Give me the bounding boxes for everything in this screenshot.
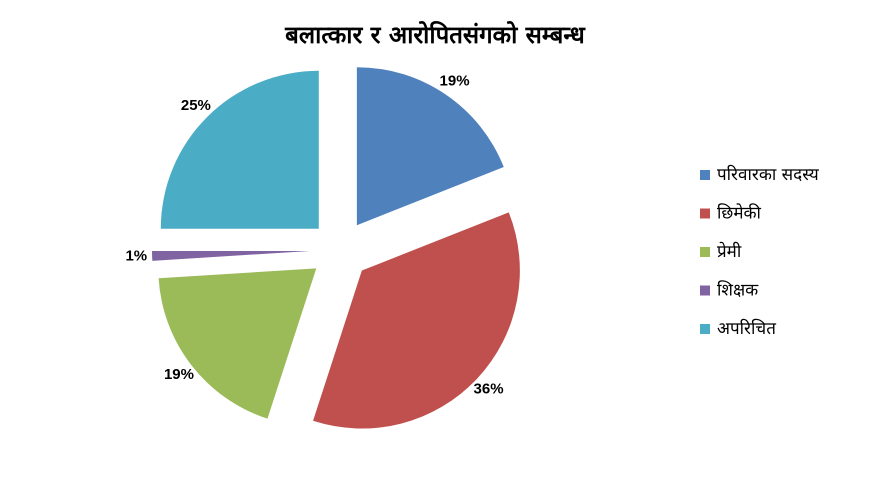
- legend-swatch: [700, 324, 710, 334]
- legend-swatch: [700, 285, 710, 296]
- chart-title: बलात्कार र आरोपितसंगको सम्बन्ध: [284, 21, 586, 49]
- legend-swatch: [700, 208, 710, 219]
- legend-label: प्रेमी: [717, 241, 742, 262]
- legend-label: अपरिचित: [717, 318, 776, 339]
- legend-swatch: [700, 170, 710, 180]
- legend-swatch: [700, 247, 710, 257]
- pie-slice: [160, 70, 319, 229]
- legend-label: छिमेकी: [717, 203, 762, 224]
- data-label: 19%: [164, 366, 194, 383]
- data-label: 36%: [474, 380, 504, 397]
- pie-slice: [158, 268, 317, 419]
- pie-slice: [313, 212, 520, 429]
- data-label: 1%: [125, 247, 147, 264]
- pie-slice: [152, 250, 311, 261]
- data-label: 25%: [181, 97, 211, 114]
- legend-label: शिक्षक: [717, 280, 759, 301]
- data-label: 19%: [440, 72, 470, 89]
- legend-label: परिवारका सदस्य: [717, 164, 820, 185]
- pie-slice: [356, 67, 504, 226]
